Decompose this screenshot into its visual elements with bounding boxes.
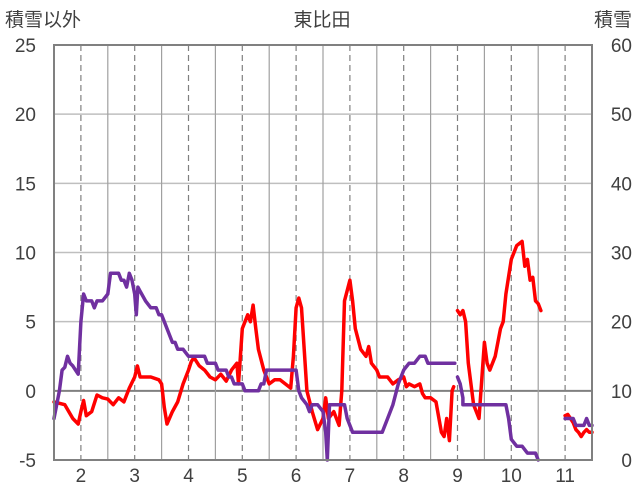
left-tick-label: 20 [15,105,36,126]
left-tick-label: 25 [15,36,36,57]
x-tick-label: 9 [452,466,463,487]
series-line-1 [455,239,543,421]
x-tick-label: 7 [345,466,356,487]
right-tick-label: 10 [611,382,632,403]
right-tick-label: 40 [611,174,632,195]
left-tick-label: 0 [25,382,36,403]
right-tick-label: 20 [611,313,632,334]
left-tick-label: 5 [25,313,36,334]
series-line-2 [563,416,594,428]
series-group [52,239,594,462]
left-tick-label: 15 [15,174,36,195]
x-tick-label: 5 [237,466,248,487]
chart-title: 東比田 [293,9,350,31]
right-tick-label: 30 [611,244,632,265]
series-line-2 [52,271,457,462]
right-tick-label: 0 [621,451,632,472]
series-line-1 [52,278,456,443]
right-tick-label: 50 [611,105,632,126]
right-tick-label: 60 [611,36,632,57]
x-tick-label: 6 [291,466,302,487]
left-tick-label: 10 [15,244,36,265]
right-axis-label: 積雪 [594,9,632,31]
x-tick-label: 3 [129,466,140,487]
plot-frame [53,44,593,461]
x-tick-label: 2 [76,466,87,487]
x-tick-label: 8 [398,466,409,487]
x-tick-label: 4 [183,466,194,487]
series-line-2 [455,375,540,462]
gridlines [54,45,592,460]
left-tick-label: -5 [19,451,36,472]
x-tick-label: 11 [555,466,575,487]
x-tick-label: 10 [501,466,522,487]
left-axis-label: 積雪以外 [5,9,81,31]
